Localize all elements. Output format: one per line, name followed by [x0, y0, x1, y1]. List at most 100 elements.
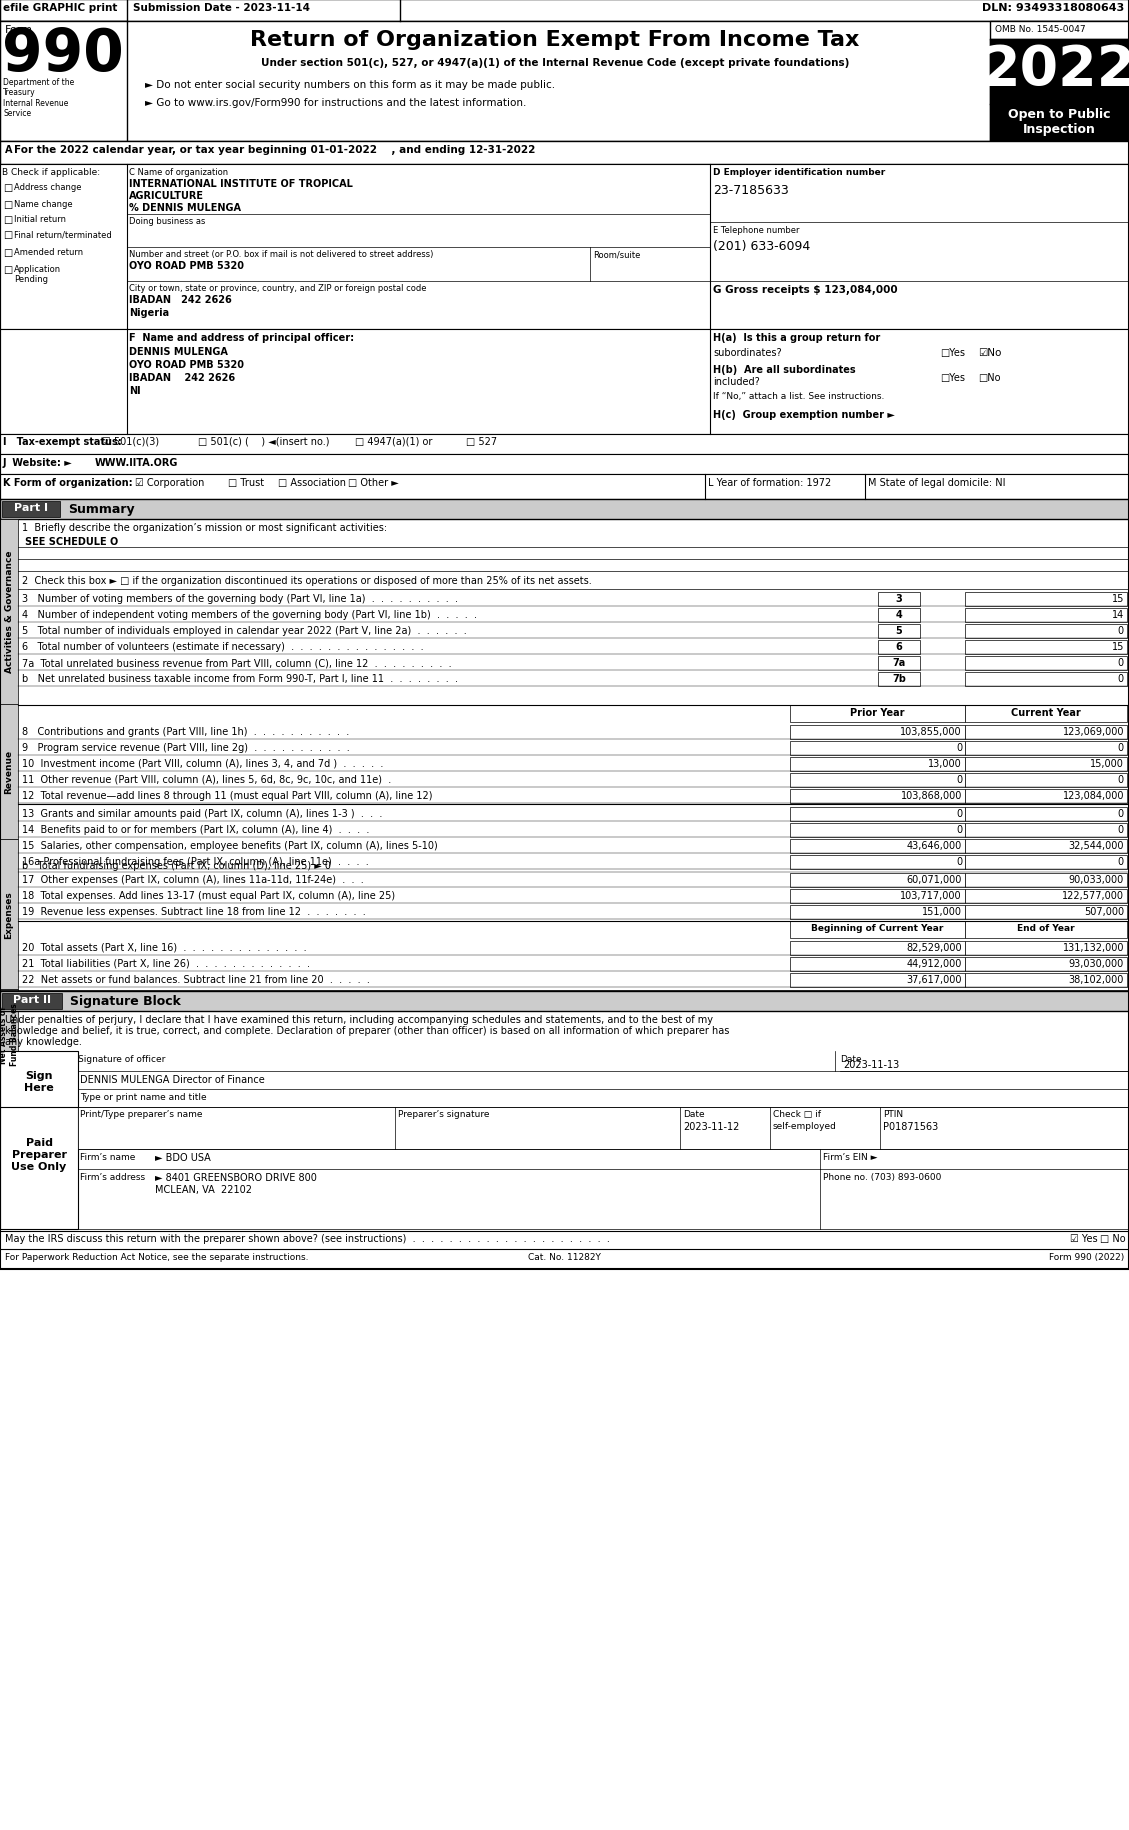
Text: □ 4947(a)(1) or: □ 4947(a)(1) or	[355, 437, 432, 447]
Text: Part I: Part I	[14, 503, 49, 512]
Bar	[965, 789, 1127, 803]
Text: ► 8401 GREENSBORO DRIVE 800: ► 8401 GREENSBORO DRIVE 800	[155, 1173, 317, 1182]
Text: □Yes: □Yes	[940, 373, 965, 382]
Bar	[790, 807, 965, 822]
Bar	[878, 673, 920, 686]
Bar	[965, 873, 1127, 888]
Text: Date: Date	[683, 1109, 704, 1118]
Text: 0: 0	[1118, 856, 1124, 867]
Bar	[0, 500, 1129, 520]
Text: ☑ Yes: ☑ Yes	[1070, 1233, 1097, 1243]
Text: G Gross receipts $ 123,084,000: G Gross receipts $ 123,084,000	[714, 285, 898, 295]
Text: Firm’s address: Firm’s address	[80, 1173, 146, 1182]
Text: 122,577,000: 122,577,000	[1062, 891, 1124, 900]
Text: End of Year: End of Year	[1017, 924, 1075, 933]
Text: 19  Revenue less expenses. Subtract line 18 from line 12  .  .  .  .  .  .  .: 19 Revenue less expenses. Subtract line …	[21, 906, 366, 917]
Text: 15  Salaries, other compensation, employee benefits (Part IX, column (A), lines : 15 Salaries, other compensation, employe…	[21, 840, 438, 851]
Bar	[878, 657, 920, 670]
Text: 43,646,000: 43,646,000	[907, 840, 962, 851]
Text: 16a Professional fundraising fees (Part IX, column (A), line 11e)  .  .  .  .: 16a Professional fundraising fees (Part …	[21, 856, 369, 867]
Text: 6: 6	[895, 642, 902, 651]
Bar	[965, 657, 1127, 670]
Text: Address change: Address change	[14, 183, 81, 192]
Text: M State of legal domicile: NI: M State of legal domicile: NI	[868, 478, 1006, 489]
Bar	[790, 840, 965, 853]
Bar	[790, 758, 965, 772]
Text: Preparer’s signature: Preparer’s signature	[399, 1109, 490, 1118]
Text: Return of Organization Exempt From Income Tax: Return of Organization Exempt From Incom…	[251, 29, 859, 49]
Text: 0: 0	[956, 743, 962, 752]
Bar	[790, 856, 965, 869]
Bar	[790, 824, 965, 838]
Text: 7a  Total unrelated business revenue from Part VIII, column (C), line 12  .  .  : 7a Total unrelated business revenue from…	[21, 657, 452, 668]
Bar	[2, 501, 60, 518]
Text: Beginning of Current Year: Beginning of Current Year	[811, 924, 943, 933]
Text: self-employed: self-employed	[773, 1122, 837, 1131]
Text: C Name of organization: C Name of organization	[129, 168, 228, 178]
Text: 507,000: 507,000	[1084, 906, 1124, 917]
Text: E Telephone number: E Telephone number	[714, 225, 799, 234]
Text: Check □ if: Check □ if	[773, 1109, 821, 1118]
Text: Number and street (or P.O. box if mail is not delivered to street address): Number and street (or P.O. box if mail i…	[129, 251, 434, 258]
Text: 7b: 7b	[892, 673, 905, 684]
Text: 21  Total liabilities (Part X, line 26)  .  .  .  .  .  .  .  .  .  .  .  .  .: 21 Total liabilities (Part X, line 26) .…	[21, 959, 310, 968]
Text: Date: Date	[840, 1054, 861, 1063]
Text: 0: 0	[956, 809, 962, 818]
Text: 2  Check this box ► □ if the organization discontinued its operations or dispose: 2 Check this box ► □ if the organization…	[21, 576, 592, 586]
Text: 0: 0	[956, 825, 962, 834]
Text: 0: 0	[1118, 809, 1124, 818]
Bar	[790, 789, 965, 803]
Bar	[0, 143, 1129, 165]
Text: If “No,” attach a list. See instructions.: If “No,” attach a list. See instructions…	[714, 392, 884, 401]
Bar	[790, 974, 965, 988]
Text: Signature of officer: Signature of officer	[78, 1054, 165, 1063]
Text: Room/suite: Room/suite	[593, 251, 640, 258]
Text: 17  Other expenses (Part IX, column (A), lines 11a-11d, 11f-24e)  .  .  .: 17 Other expenses (Part IX, column (A), …	[21, 875, 364, 884]
Bar	[790, 727, 965, 739]
Text: Under section 501(c), 527, or 4947(a)(1) of the Internal Revenue Code (except pr: Under section 501(c), 527, or 4947(a)(1)…	[261, 59, 849, 68]
Bar	[965, 856, 1127, 869]
Text: 0: 0	[1118, 657, 1124, 668]
Text: F  Name and address of principal officer:: F Name and address of principal officer:	[129, 333, 355, 342]
Bar	[790, 774, 965, 787]
Text: 0: 0	[1118, 673, 1124, 684]
Bar	[965, 774, 1127, 787]
Text: 1  Briefly describe the organization’s mission or most significant activities:: 1 Briefly describe the organization’s mi…	[21, 523, 387, 533]
Text: IBADAN    242 2626: IBADAN 242 2626	[129, 373, 235, 382]
Text: Nigeria: Nigeria	[129, 307, 169, 318]
Bar	[790, 741, 965, 756]
Text: Current Year: Current Year	[1012, 708, 1080, 717]
Text: Signature Block: Signature Block	[70, 994, 181, 1008]
Text: 103,868,000: 103,868,000	[901, 791, 962, 800]
Bar	[0, 992, 1129, 1012]
Text: NI: NI	[129, 386, 141, 395]
Text: 37,617,000: 37,617,000	[907, 974, 962, 985]
Text: 5   Total number of individuals employed in calendar year 2022 (Part V, line 2a): 5 Total number of individuals employed i…	[21, 626, 466, 635]
Text: For the 2022 calendar year, or tax year beginning 01-01-2022    , and ending 12-: For the 2022 calendar year, or tax year …	[14, 145, 535, 156]
Bar	[990, 104, 1129, 143]
Bar	[790, 941, 965, 955]
Bar	[790, 957, 965, 972]
Text: 0: 0	[1118, 774, 1124, 785]
Text: Under penalties of perjury, I declare that I have examined this return, includin: Under penalties of perjury, I declare th…	[5, 1014, 714, 1025]
Text: INTERNATIONAL INSTITUTE OF TROPICAL: INTERNATIONAL INSTITUTE OF TROPICAL	[129, 179, 353, 188]
Text: ☑ Corporation: ☑ Corporation	[135, 478, 204, 489]
Text: J  Website: ►: J Website: ►	[3, 458, 72, 468]
Bar	[790, 873, 965, 888]
Text: □ 527: □ 527	[466, 437, 497, 447]
Bar	[990, 40, 1129, 104]
Text: Prior Year: Prior Year	[850, 708, 904, 717]
Text: Initial return: Initial return	[14, 214, 65, 223]
Text: Part II: Part II	[14, 994, 51, 1005]
Text: 2023-11-12: 2023-11-12	[683, 1122, 739, 1131]
Text: D Employer identification number: D Employer identification number	[714, 168, 885, 178]
Text: OMB No. 1545-0047: OMB No. 1545-0047	[995, 26, 1086, 35]
Text: Firm’s EIN ►: Firm’s EIN ►	[823, 1153, 877, 1162]
Bar	[965, 640, 1127, 655]
Text: DLN: 93493318080643: DLN: 93493318080643	[982, 4, 1124, 13]
Text: 22  Net assets or fund balances. Subtract line 21 from line 20  .  .  .  .  .: 22 Net assets or fund balances. Subtract…	[21, 974, 370, 985]
Text: □No: □No	[978, 373, 1000, 382]
Text: □: □	[3, 247, 12, 258]
Text: 0: 0	[1118, 626, 1124, 635]
Bar	[0, 1107, 78, 1230]
